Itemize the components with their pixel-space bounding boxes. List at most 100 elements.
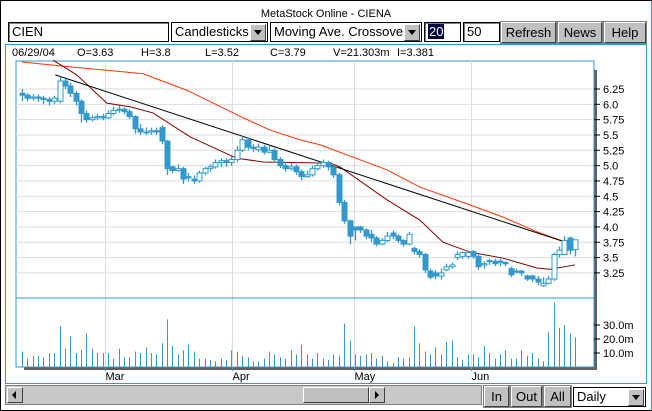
candle-body (390, 232, 397, 237)
candle-body (207, 166, 214, 170)
candle-body (164, 140, 171, 170)
candle-body (325, 162, 332, 168)
candle (529, 274, 536, 283)
candle-body (309, 168, 316, 176)
candle-body (427, 270, 434, 278)
scroll-right-button[interactable] (369, 387, 385, 403)
price-tick-label: 4.75 (603, 176, 624, 188)
candle-body (454, 254, 461, 259)
candle (384, 231, 391, 243)
candle (390, 230, 397, 240)
candle-body (540, 282, 547, 287)
chart-type-value: Candlesticks (175, 24, 249, 39)
candle (126, 109, 133, 120)
candle-body (449, 264, 456, 268)
candle-body (379, 239, 386, 245)
candle (481, 261, 488, 269)
candle (94, 114, 101, 121)
window-title: MetaStock Online - CIENA (260, 8, 392, 20)
chevron-down-icon[interactable] (628, 389, 644, 406)
chart-type-select[interactable]: Candlesticks (171, 22, 268, 42)
candle (518, 269, 525, 276)
chevron-down-icon[interactable] (404, 24, 420, 41)
candle-body (89, 117, 96, 121)
zoom-out-button[interactable]: Out (510, 385, 543, 408)
candle (212, 159, 219, 169)
candle-body (148, 130, 155, 133)
candle (35, 94, 42, 102)
candle-body (83, 113, 90, 121)
interval-value: Daily (577, 389, 606, 404)
candle-body (169, 166, 176, 172)
candle-body (400, 239, 407, 245)
candle (298, 169, 305, 181)
candle (438, 268, 445, 280)
candle (561, 236, 568, 256)
candle (535, 275, 542, 286)
period1-input[interactable]: 20 (424, 22, 461, 42)
price-tick-label: 5.25 (603, 145, 624, 157)
candle (443, 263, 450, 272)
candle (51, 95, 58, 105)
period2-input[interactable]: 50 (463, 22, 500, 42)
candle-body (271, 149, 278, 160)
symbol-input[interactable]: CIEN (8, 22, 169, 42)
price-tick-label: 4.0 (603, 222, 618, 234)
candle-body (352, 226, 359, 231)
candle (368, 229, 375, 243)
candle (449, 262, 456, 269)
candle (416, 248, 423, 258)
candle-body (518, 270, 525, 274)
candle-body (40, 97, 47, 100)
candle (105, 110, 112, 120)
candle-body (481, 263, 488, 266)
candle (89, 115, 96, 122)
candle-body (266, 149, 273, 153)
candle-body (51, 97, 58, 102)
candle-body (126, 111, 133, 118)
candle (309, 165, 316, 177)
zoom-in-button[interactable]: In (483, 385, 510, 408)
indicator-value: Moving Ave. Crossover (274, 24, 408, 39)
help-button[interactable]: Help (603, 21, 647, 44)
candle (78, 99, 85, 123)
candle (470, 250, 477, 259)
candle (261, 144, 268, 155)
candle (432, 269, 439, 280)
candle (40, 95, 47, 105)
interval-select[interactable]: Daily (573, 387, 646, 407)
candle (406, 231, 413, 246)
news-button[interactable]: News (557, 21, 603, 44)
candle-body (100, 116, 107, 119)
candle-body (486, 260, 493, 263)
candle-body (561, 239, 568, 256)
scroll-left-button[interactable] (7, 387, 23, 403)
horizontal-scrollbar[interactable] (5, 385, 482, 405)
refresh-button[interactable]: Refresh (500, 21, 557, 44)
candle-body (556, 249, 563, 256)
candle-body (411, 247, 418, 252)
time-tick-label: Apr (233, 371, 250, 383)
info-high: H=3.8 (141, 47, 171, 59)
candle-body (62, 80, 69, 87)
price-tick-label: 4.25 (603, 207, 624, 219)
candle-body (443, 266, 450, 271)
candle (153, 127, 160, 135)
zoom-all-button[interactable]: All (543, 385, 572, 408)
candle-body (373, 237, 380, 245)
scroll-thumb[interactable] (303, 387, 369, 403)
chevron-down-icon[interactable] (250, 24, 266, 41)
indicator-select[interactable]: Moving Ave. Crossover (270, 22, 422, 42)
candle-body (395, 235, 402, 241)
candle-body (196, 172, 203, 182)
candle-body (513, 270, 520, 273)
candle-body (320, 162, 327, 167)
candle (159, 125, 166, 145)
candle (121, 107, 128, 115)
candle-body (35, 96, 42, 99)
candle-body (357, 226, 364, 231)
candle-body (250, 146, 257, 149)
candle-body (567, 237, 574, 251)
candle-body (314, 165, 321, 170)
